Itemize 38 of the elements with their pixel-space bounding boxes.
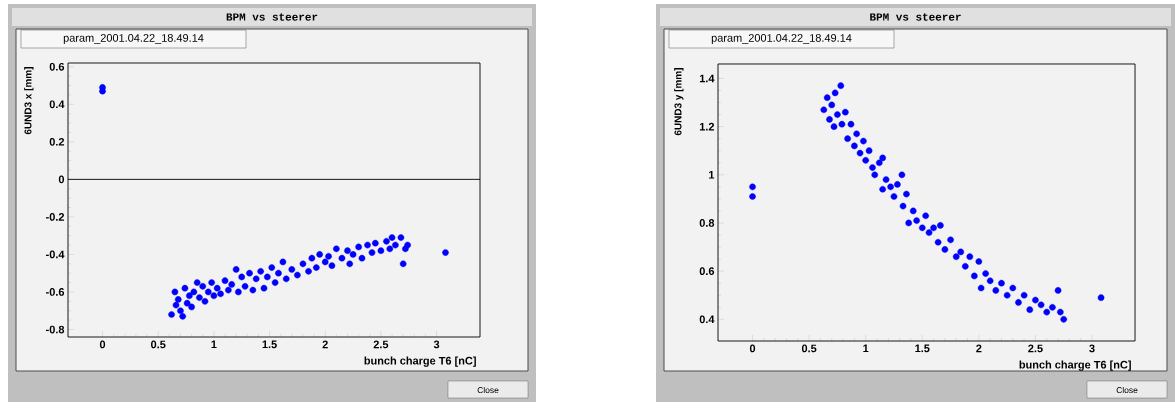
- x-tick-label: 3: [1089, 344, 1095, 353]
- y-tick-label: 1.2: [699, 122, 715, 131]
- y-tick-label: 0.4: [699, 315, 715, 324]
- x-tick-label: 1: [211, 340, 217, 349]
- x-axis-title: bunch charge T6 [nC]: [1019, 360, 1131, 371]
- x-tick-label: 1: [863, 344, 869, 353]
- y-tick-label: -0.8: [46, 325, 65, 334]
- x-tick-label: 2.5: [1028, 344, 1043, 353]
- y-tick-label: 0: [58, 175, 65, 184]
- chart-subtitle: param_2001.04.22_18.49.14: [63, 34, 204, 44]
- x-tick-label: 3: [433, 340, 440, 349]
- x-tick-label: 0: [99, 340, 106, 349]
- chart-title: BPM vs steerer: [870, 13, 961, 21]
- y-tick-label: 0.4: [49, 100, 65, 109]
- y-tick-label: 0.6: [699, 267, 715, 276]
- x-tick-label: 2: [976, 344, 982, 353]
- text: Close: [477, 386, 499, 394]
- x-tick-label: 0: [749, 344, 756, 353]
- y-axis-title: 6UND3 y [mm]: [674, 68, 684, 136]
- chart-subtitle: param_2001.04.22_18.49.14: [711, 34, 852, 44]
- x-tick-label: 1.5: [262, 340, 277, 349]
- y-axis-title: 6UND3 x [mm]: [24, 67, 34, 135]
- x-tick-label: 0.5: [151, 340, 166, 349]
- x-tick-label: 1.5: [915, 344, 930, 353]
- y-tick-label: -0.2: [46, 213, 65, 221]
- x-tick-label: 2: [322, 340, 328, 349]
- chart-title: BPM vs steerer: [226, 13, 318, 21]
- y-tick-label: 1: [709, 171, 715, 179]
- y-tick-label: 0.8: [699, 219, 715, 227]
- y-tick-label: -0.6: [46, 288, 65, 296]
- y-tick-label: 0.6: [49, 62, 65, 71]
- text: Close: [1116, 386, 1138, 394]
- y-tick-label: -0.4: [46, 250, 65, 259]
- x-axis-title: bunch charge T6 [nC]: [364, 356, 476, 367]
- x-tick-label: 2.5: [373, 340, 389, 349]
- x-tick-label: 0.5: [801, 344, 817, 353]
- y-tick-label: 1.4: [699, 74, 715, 83]
- y-tick-label: 0.2: [49, 137, 65, 146]
